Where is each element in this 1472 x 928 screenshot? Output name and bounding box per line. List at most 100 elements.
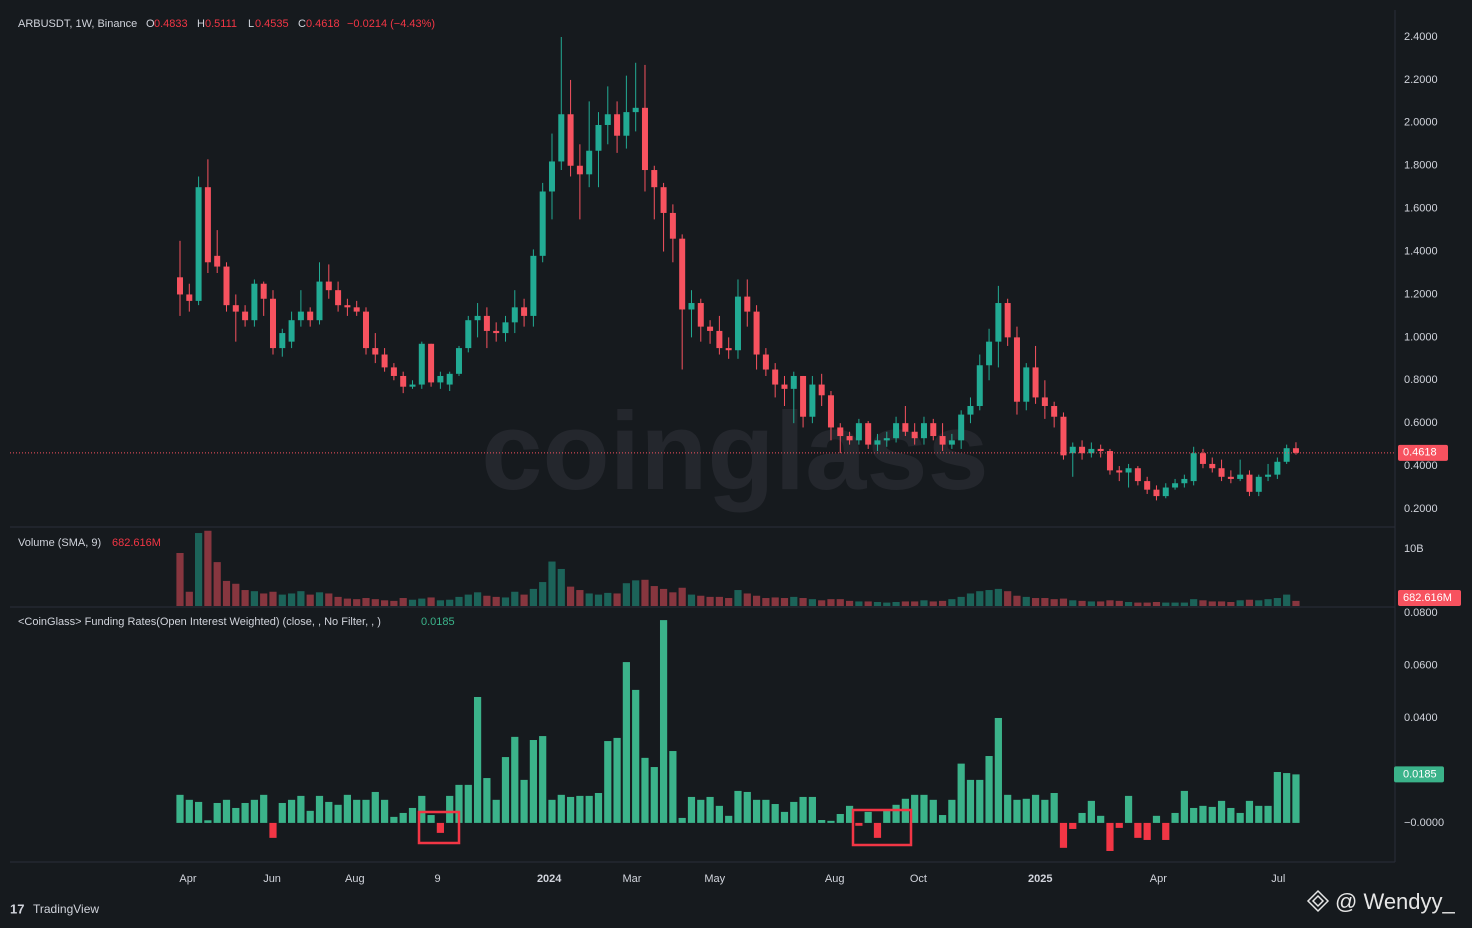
bar xyxy=(957,596,965,606)
bar xyxy=(176,552,184,606)
candle-body xyxy=(1097,448,1104,452)
candle-body xyxy=(660,187,667,213)
bar xyxy=(334,596,342,606)
bar xyxy=(1078,600,1086,606)
bar xyxy=(734,790,742,823)
bar xyxy=(1069,822,1077,829)
candle-body xyxy=(641,107,648,171)
x-tick-label: Apr xyxy=(1150,873,1167,885)
bar xyxy=(446,599,454,606)
bar xyxy=(315,592,324,606)
candle-body xyxy=(539,191,546,256)
candle-body xyxy=(372,348,379,355)
bar xyxy=(250,591,258,606)
candle-body xyxy=(772,369,779,385)
candle-body xyxy=(567,114,574,166)
bar xyxy=(1022,596,1030,606)
bar xyxy=(260,794,268,823)
labels: Apr Jun Aug 9 2024 Mar May Aug Oct 2025 Apr Jul 0.20… xyxy=(179,31,1461,885)
x-tick-label: 2025 xyxy=(1028,873,1052,885)
candle-body xyxy=(548,161,555,192)
bar xyxy=(213,802,221,823)
candle-body xyxy=(269,298,276,349)
bar xyxy=(1059,822,1068,848)
bar xyxy=(1013,799,1021,823)
bar xyxy=(1217,601,1226,606)
bar xyxy=(362,598,370,606)
candle-body xyxy=(855,423,862,441)
bar xyxy=(557,568,565,606)
candle-body xyxy=(176,277,183,295)
bar xyxy=(1050,599,1058,606)
candle-body xyxy=(409,384,416,387)
candle-body xyxy=(1125,468,1132,473)
high-value: 0.5111 xyxy=(205,18,237,30)
bar xyxy=(743,593,751,606)
bar xyxy=(594,594,603,606)
bar xyxy=(176,794,184,823)
bar xyxy=(1245,800,1254,823)
branding: TradingView xyxy=(33,902,99,916)
bar xyxy=(1236,812,1244,823)
candle-body xyxy=(986,341,993,366)
candle-body xyxy=(818,384,825,396)
value-box xyxy=(1394,766,1444,783)
bar xyxy=(427,815,435,823)
bar xyxy=(994,717,1002,823)
x-tick-label: Oct xyxy=(910,873,927,885)
bar xyxy=(1106,822,1114,851)
candle-body xyxy=(344,305,351,308)
bar xyxy=(1180,602,1188,606)
bar xyxy=(418,795,426,823)
candle-body xyxy=(204,187,211,263)
bar xyxy=(985,590,993,606)
candle-body xyxy=(995,303,1002,342)
x-tick-label: May xyxy=(704,873,725,885)
bar xyxy=(1162,602,1170,606)
bar xyxy=(483,778,491,823)
bar xyxy=(622,662,630,823)
ohlc-label: C xyxy=(298,18,306,30)
bar xyxy=(743,791,751,823)
candle-body xyxy=(1199,453,1206,464)
bar xyxy=(1097,601,1105,606)
bar xyxy=(613,593,621,606)
candle-body xyxy=(390,367,397,376)
bar xyxy=(315,795,324,823)
bar xyxy=(399,598,407,606)
bar xyxy=(706,596,714,606)
bar xyxy=(1245,599,1254,606)
bar xyxy=(827,599,835,606)
candle-body xyxy=(279,333,286,349)
candle-body xyxy=(465,320,472,349)
bar xyxy=(957,763,965,823)
bar xyxy=(520,594,528,606)
bar xyxy=(659,588,668,606)
bar xyxy=(1134,822,1142,838)
bar xyxy=(1255,805,1263,823)
candle-body xyxy=(1144,481,1151,490)
bar xyxy=(632,580,640,606)
annotation-box xyxy=(851,808,913,847)
bar xyxy=(492,799,500,823)
funding-value: 0.0185 xyxy=(421,616,455,628)
bar xyxy=(1283,594,1291,606)
bar xyxy=(380,600,389,606)
bar xyxy=(241,590,249,606)
bar xyxy=(232,583,240,606)
bar xyxy=(566,796,575,823)
candle-body xyxy=(948,440,955,445)
candle-body xyxy=(1237,474,1244,479)
bar xyxy=(269,822,277,838)
bar xyxy=(204,530,212,606)
candle-body xyxy=(483,315,490,331)
x-tick-label: Jun xyxy=(263,873,281,885)
bar xyxy=(1199,805,1207,823)
bar xyxy=(343,794,351,823)
bar xyxy=(604,592,612,606)
bar xyxy=(1106,600,1114,606)
candle-body xyxy=(846,436,853,441)
candle-body xyxy=(651,170,658,188)
y-tick-label: 0.6000 xyxy=(1404,417,1438,429)
bar xyxy=(1273,598,1281,606)
